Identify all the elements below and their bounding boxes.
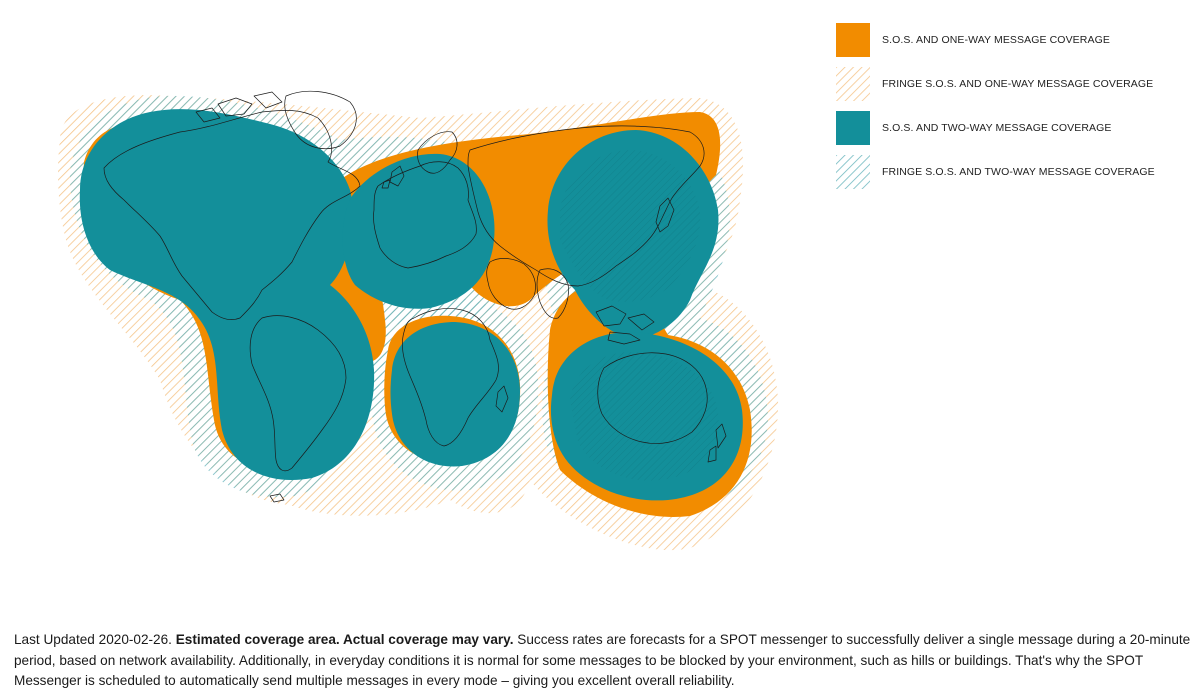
overlap-shading-australia bbox=[570, 352, 719, 481]
legend-item-two-way: S.O.S. AND TWO-WAY MESSAGE COVERAGE bbox=[836, 106, 1196, 150]
legend-swatch-fringe-one-way bbox=[836, 67, 870, 101]
legend-label-two-way: S.O.S. AND TWO-WAY MESSAGE COVERAGE bbox=[882, 122, 1112, 134]
legend-item-one-way: S.O.S. AND ONE-WAY MESSAGE COVERAGE bbox=[836, 18, 1196, 62]
outline-southeast-asia-islands bbox=[595, 305, 655, 345]
world-map-outlines bbox=[103, 90, 727, 503]
two-way-africa bbox=[390, 322, 520, 467]
outline-south-america bbox=[249, 315, 347, 472]
outline-scandinavia bbox=[417, 131, 458, 174]
outline-africa bbox=[402, 308, 499, 447]
outline-british-isles bbox=[381, 165, 405, 189]
overlap-shading-asia bbox=[560, 150, 701, 302]
outline-australia bbox=[597, 352, 708, 444]
outline-japan bbox=[655, 197, 675, 233]
outline-europe bbox=[373, 161, 477, 269]
footnote-details: Success rates are forecasts for a SPOT m… bbox=[14, 632, 1191, 688]
footnote-disclaimer: Estimated coverage area. Actual coverage… bbox=[175, 632, 514, 647]
two-way-europe bbox=[342, 153, 495, 309]
legend-swatch-fringe-two-way bbox=[836, 155, 870, 189]
legend-label-fringe-one-way: FRINGE S.O.S. AND ONE-WAY MESSAGE COVERA… bbox=[882, 78, 1154, 90]
outline-asia bbox=[467, 125, 705, 287]
legend-label-fringe-two-way: FRINGE S.O.S. AND TWO-WAY MESSAGE COVERA… bbox=[882, 166, 1155, 178]
outline-madagascar bbox=[495, 385, 509, 413]
legend: S.O.S. AND ONE-WAY MESSAGE COVERAGE FRIN… bbox=[836, 18, 1196, 194]
legend-item-fringe-two-way: FRINGE S.O.S. AND TWO-WAY MESSAGE COVERA… bbox=[836, 150, 1196, 194]
outline-new-zealand bbox=[707, 423, 727, 463]
two-way-north-america bbox=[79, 109, 375, 480]
legend-item-fringe-one-way: FRINGE S.O.S. AND ONE-WAY MESSAGE COVERA… bbox=[836, 62, 1196, 106]
outline-north-america bbox=[103, 110, 361, 320]
outline-arctic-islands bbox=[195, 91, 283, 123]
legend-swatch-two-way bbox=[836, 111, 870, 145]
outline-arabia-india bbox=[486, 258, 569, 319]
coverage-map bbox=[58, 90, 779, 551]
legend-label-one-way: S.O.S. AND ONE-WAY MESSAGE COVERAGE bbox=[882, 34, 1110, 46]
overlap-shading-layer bbox=[560, 150, 719, 481]
outline-greenland bbox=[284, 90, 357, 149]
footnote-date: Last Updated 2020-02-26. bbox=[14, 632, 176, 647]
legend-swatch-one-way bbox=[836, 23, 870, 57]
footnote: Last Updated 2020-02-26. Estimated cover… bbox=[14, 630, 1194, 692]
outline-antarctic-peninsula-hint bbox=[269, 493, 285, 503]
